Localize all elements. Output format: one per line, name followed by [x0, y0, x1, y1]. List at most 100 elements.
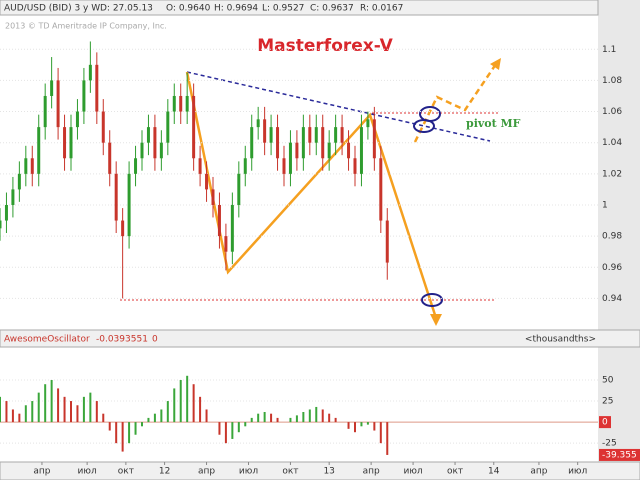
candle-body	[127, 173, 131, 237]
candle-body	[101, 111, 105, 143]
osc-bar	[302, 412, 305, 423]
candle-body	[159, 142, 163, 159]
osc-bar	[134, 422, 137, 435]
osc-bar	[179, 380, 182, 423]
osc-bar	[386, 422, 389, 455]
osc-bar	[5, 401, 8, 423]
header-field: C: 0.9637	[310, 4, 354, 14]
candle-body	[185, 95, 189, 112]
osc-bar	[237, 422, 240, 433]
osc-bar	[50, 380, 53, 423]
candle-body	[192, 95, 196, 159]
osc-bar	[244, 422, 247, 427]
osc-bar	[328, 413, 331, 423]
y-tick-label: 1.08	[602, 76, 622, 86]
candle-body	[82, 80, 86, 112]
candle-body	[340, 127, 344, 143]
x-tick-label: окт	[118, 467, 134, 477]
candle-body	[121, 220, 125, 237]
candle-body	[276, 127, 280, 159]
arrow	[430, 314, 442, 326]
header-field: L: 0.9527	[262, 4, 304, 14]
candle-body	[250, 127, 254, 159]
current-box	[599, 448, 640, 461]
candle-body	[379, 158, 383, 221]
annotation: pivot MF	[466, 117, 521, 130]
trend-line	[186, 71, 491, 142]
zero-box	[599, 416, 611, 429]
candle-body	[347, 142, 351, 159]
osc-bar	[95, 401, 98, 423]
candle-body	[4, 204, 8, 221]
osc-bar	[147, 417, 150, 423]
osc-bar	[379, 422, 382, 444]
osc-bar	[82, 396, 85, 423]
candle-body	[134, 158, 138, 174]
candle-body	[69, 127, 73, 159]
osc-bar	[37, 392, 40, 423]
osc-value: -0.0393551	[96, 335, 148, 345]
osc-bar	[166, 401, 169, 423]
osc-bar	[102, 413, 105, 423]
candle-body	[153, 127, 157, 159]
osc-bar	[373, 422, 376, 431]
x-tick-label: 14	[488, 467, 500, 477]
candle-body	[334, 127, 338, 143]
osc-bar	[0, 396, 1, 423]
osc-bar	[360, 422, 363, 427]
y-tick-label: 0.98	[602, 232, 622, 242]
circle	[413, 119, 435, 133]
osc-bar	[366, 422, 369, 425]
candle-body	[321, 127, 325, 159]
symbol[interactable]: AUD/USD (BID) 3 y W	[4, 4, 100, 14]
osc-bar	[218, 422, 221, 435]
candle-body	[146, 127, 150, 143]
x-tick-label: апр	[530, 467, 547, 477]
candle-body	[327, 142, 331, 159]
watermark: 2013 © TD Ameritrade IP Company, Inc.	[5, 22, 167, 31]
y-tick-label: 50	[602, 376, 614, 386]
candle-body	[366, 119, 370, 128]
candle-body	[372, 119, 376, 159]
candle-body	[17, 173, 21, 190]
candle-body	[11, 189, 15, 205]
osc-bar	[18, 413, 21, 423]
osc-name[interactable]: AwesomeOscillator	[4, 335, 90, 345]
y-tick-label: 0	[602, 418, 608, 428]
candle-body	[140, 142, 144, 159]
header-bar	[0, 0, 599, 16]
candle-body	[237, 173, 241, 205]
osc-bar	[353, 422, 356, 433]
osc-bar	[263, 412, 266, 423]
candle-body	[30, 158, 34, 174]
candle-body	[179, 95, 183, 112]
candle-body	[75, 111, 79, 128]
osc-bar	[128, 422, 131, 444]
osc-bar	[44, 384, 47, 423]
x-tick-label: июл	[239, 467, 258, 477]
osc-bar	[108, 422, 111, 431]
x-tick-label: июл	[568, 467, 587, 477]
osc-bar	[24, 405, 27, 423]
osc-bar	[289, 417, 292, 423]
candle-body	[230, 204, 234, 252]
candle-body	[217, 204, 221, 237]
candle-body	[353, 158, 357, 174]
arrow	[490, 58, 501, 70]
osc-bar	[224, 422, 227, 444]
osc-bar	[321, 409, 324, 423]
osc-bar	[315, 406, 318, 423]
candle-body	[205, 173, 209, 190]
y-tick-label: -25	[602, 439, 617, 449]
osc-bar	[276, 417, 279, 423]
price-axis-bg	[598, 0, 640, 480]
y-tick-label: 1.04	[602, 138, 622, 148]
candle-body	[211, 189, 215, 205]
osc-bar	[270, 413, 273, 423]
candle-body	[269, 127, 273, 143]
x-tick-label: окт	[282, 467, 298, 477]
candle-body	[385, 220, 389, 263]
candle-body	[256, 119, 260, 128]
osc-bar	[173, 388, 176, 423]
